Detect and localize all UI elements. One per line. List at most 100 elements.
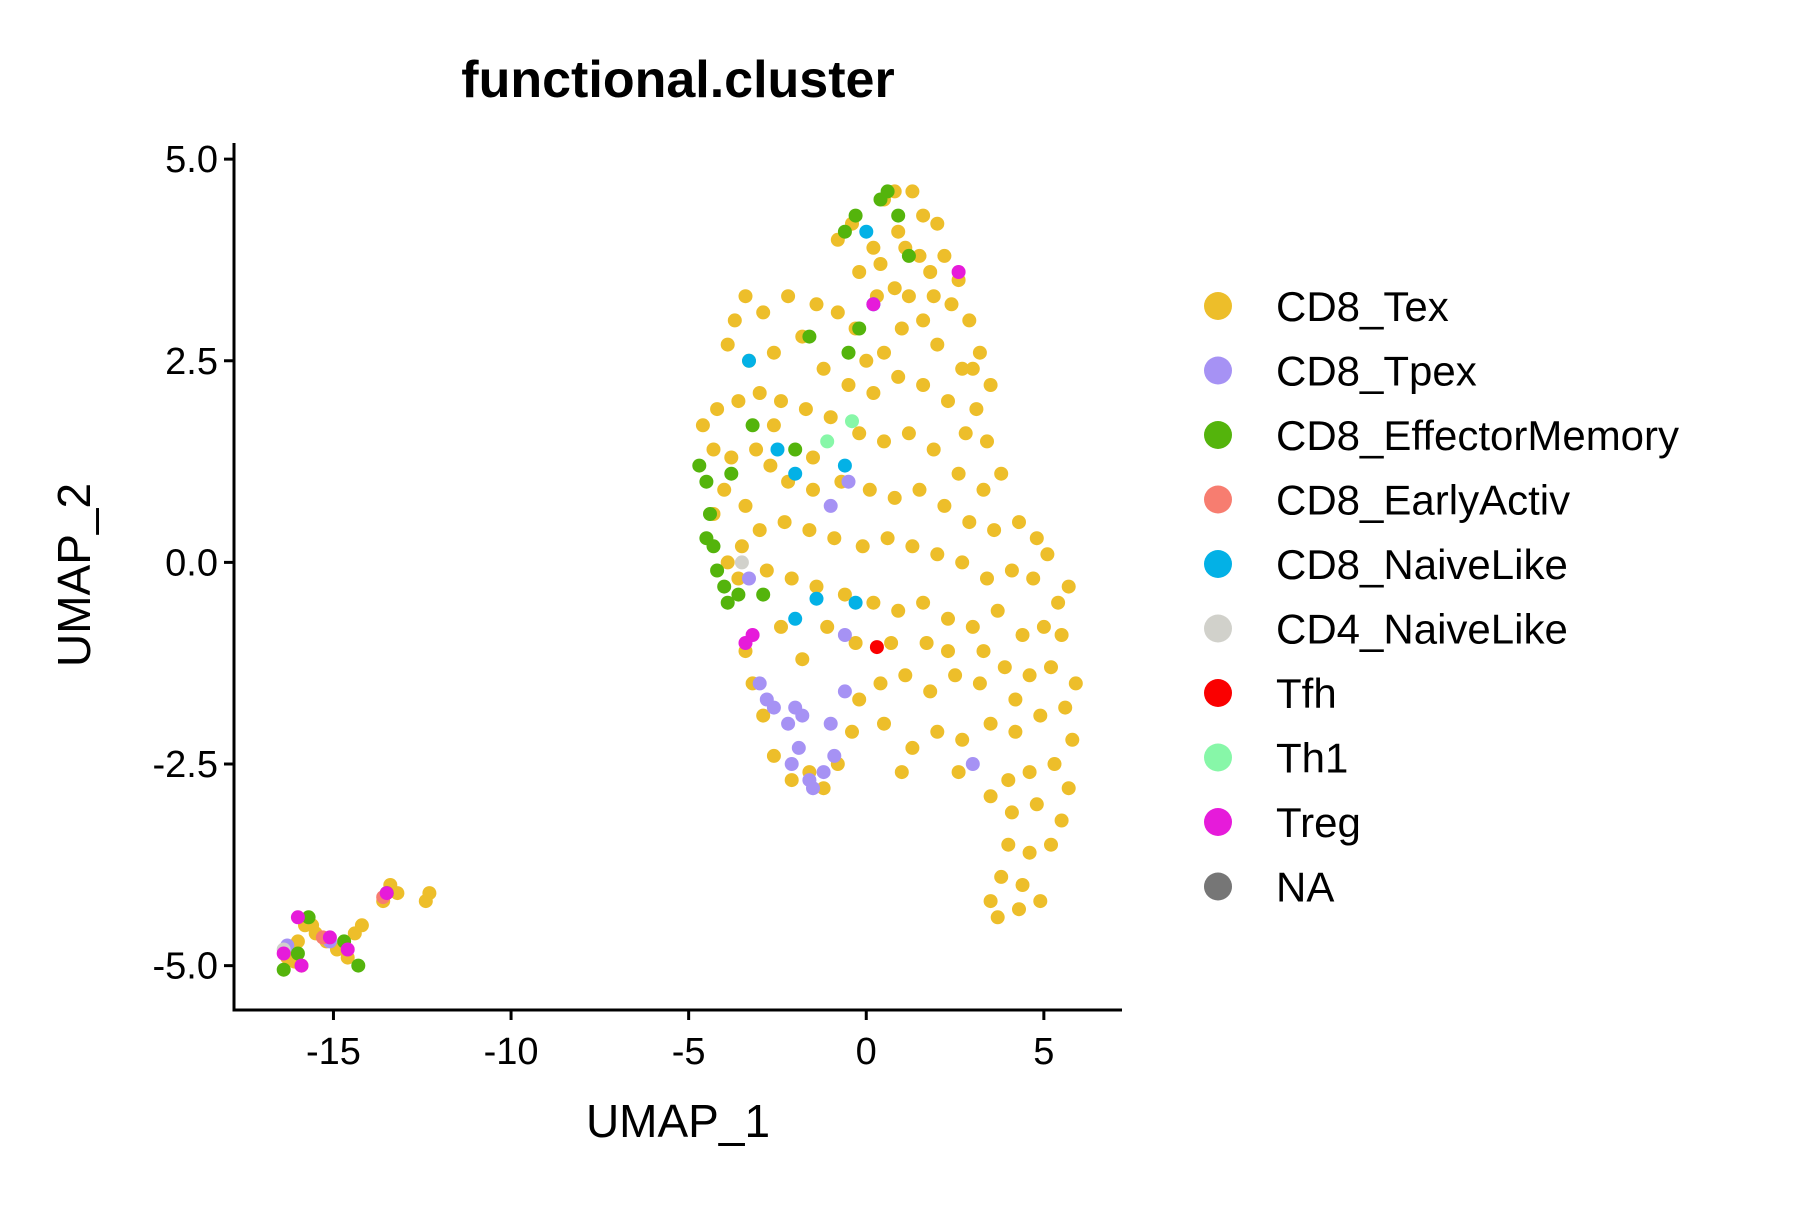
- point-cd8-tex: [724, 450, 739, 465]
- point-cd8-effectormemory: [901, 248, 916, 263]
- legend-item-na: NA: [1204, 864, 1334, 911]
- y-tick-label: 2.5: [165, 341, 218, 383]
- point-treg: [322, 930, 337, 945]
- point-cd8-tex: [948, 668, 963, 683]
- point-cd8-tpex: [837, 628, 852, 642]
- point-cd8-tex: [1044, 660, 1058, 675]
- point-cd8-tpex: [788, 700, 803, 715]
- legend-item-cd8-effectormemory: CD8_EffectorMemory: [1204, 412, 1679, 459]
- legend: CD8_Tex CD8_Tpex CD8_EffectorMemory CD8_Ear…: [1204, 283, 1679, 911]
- point-cd8-tex: [972, 676, 987, 691]
- point-cd8-tex: [1029, 797, 1044, 812]
- point-cd8-tex: [1004, 563, 1019, 578]
- point-cd8-tex: [820, 619, 835, 634]
- x-tick-label: 0: [856, 1031, 877, 1073]
- legend-label: CD8_Tpex: [1276, 348, 1477, 395]
- point-cd8-tex: [1051, 595, 1066, 610]
- point-cd8-tex: [930, 337, 945, 352]
- point-cd8-tex: [727, 313, 742, 328]
- point-cd8-tpex: [965, 757, 980, 771]
- point-cd8-tex: [845, 724, 859, 739]
- point-cd8-tex: [930, 724, 945, 739]
- point-cd8-tex: [809, 297, 824, 312]
- point-cd8-tex: [1061, 781, 1076, 796]
- point-cd8-tex: [806, 482, 820, 497]
- point-cd8-tex: [1061, 579, 1076, 594]
- point-cd8-tex: [951, 765, 966, 780]
- point-cd8-tex: [859, 353, 874, 368]
- point-cd8-tex: [1012, 515, 1026, 530]
- point-cd8-tex: [987, 523, 1002, 538]
- legend-key: [1204, 808, 1232, 836]
- point-cd8-effectormemory: [837, 224, 852, 239]
- point-cd8-tpex: [806, 781, 820, 796]
- point-cd8-tpex: [837, 684, 852, 699]
- point-cd8-tex: [866, 386, 881, 400]
- point-cd8-tex: [1029, 531, 1044, 546]
- point-cd8-tex: [965, 619, 980, 634]
- point-cd8-effectormemory: [706, 539, 721, 554]
- points-layer: [276, 184, 1083, 977]
- point-cd8-tex: [962, 515, 977, 530]
- point-cd8-tex: [1033, 894, 1048, 909]
- point-cd8-tex: [994, 869, 1009, 884]
- point-cd8-tex: [763, 458, 778, 473]
- legend-key: [1204, 292, 1232, 320]
- point-treg: [738, 636, 753, 650]
- legend-key: [1204, 421, 1232, 449]
- y-axis-title: UMAP_2: [48, 483, 100, 667]
- point-cd8-tex: [912, 248, 927, 263]
- point-cd8-tex: [877, 434, 891, 449]
- y-tick-label: 0.0: [165, 542, 218, 584]
- point-cd8-tex: [1033, 708, 1048, 723]
- x-axis-ticks: -15 -10 -5 0 5: [306, 1010, 1054, 1073]
- y-tick-label: -2.5: [153, 744, 218, 786]
- point-cd8-naivelike: [770, 442, 785, 457]
- point-cd8-tex: [980, 571, 994, 586]
- point-cd8-effectormemory: [301, 910, 316, 925]
- point-cd8-effectormemory: [852, 321, 867, 336]
- point-cd8-tex: [756, 305, 771, 320]
- legend-item-cd8-tex: CD8_Tex: [1204, 283, 1449, 330]
- point-cd8-effectormemory: [724, 466, 739, 481]
- point-cd8-tex: [1015, 878, 1030, 892]
- point-cd8-tex: [759, 563, 774, 578]
- point-cd8-tex: [976, 482, 991, 497]
- point-cd8-tex: [855, 539, 870, 554]
- point-cd8-tex: [717, 482, 732, 497]
- point-cd8-tex: [1047, 757, 1062, 771]
- point-cd8-naivelike: [742, 353, 756, 368]
- point-cd8-tex: [354, 918, 369, 933]
- point-cd8-naivelike: [788, 466, 803, 481]
- point-cd8-tex: [827, 531, 842, 546]
- point-cd8-tpex: [791, 740, 806, 755]
- point-cd8-tex: [830, 305, 845, 320]
- point-cd8-tpex: [759, 692, 774, 707]
- point-cd8-tex: [990, 603, 1005, 618]
- point-th1: [820, 434, 835, 449]
- point-cd8-tex: [877, 345, 891, 360]
- point-cd8-tpex: [752, 676, 767, 691]
- point-cd8-effectormemory: [710, 563, 725, 578]
- legend-item-cd8-tpex: CD8_Tpex: [1204, 348, 1477, 395]
- point-cd8-tex: [816, 781, 831, 796]
- legend-item-cd8-naivelike: CD8_NaiveLike: [1204, 541, 1568, 588]
- point-cd8-tpex: [816, 765, 831, 780]
- point-cd8-tex: [1054, 628, 1069, 642]
- point-cd8-effectormemory: [720, 595, 735, 610]
- point-cd8-tpex: [742, 571, 756, 586]
- point-cd8-tex: [1040, 547, 1055, 562]
- point-cd8-tex: [866, 240, 881, 255]
- point-cd8-naivelike: [788, 611, 803, 626]
- point-cd8-tex: [422, 886, 437, 901]
- y-tick-label: -5.0: [153, 946, 218, 988]
- point-cd8-tpex: [823, 716, 838, 731]
- point-cd8-tex: [990, 910, 1005, 925]
- y-axis-ticks: -5.0 -2.5 0.0 2.5 5.0: [153, 139, 234, 988]
- point-cd8-tex: [784, 773, 799, 788]
- point-cd8-tex: [955, 361, 970, 376]
- legend-label: CD8_NaiveLike: [1276, 541, 1568, 588]
- point-cd8-tex: [706, 442, 721, 457]
- point-cd8-tex: [852, 692, 867, 707]
